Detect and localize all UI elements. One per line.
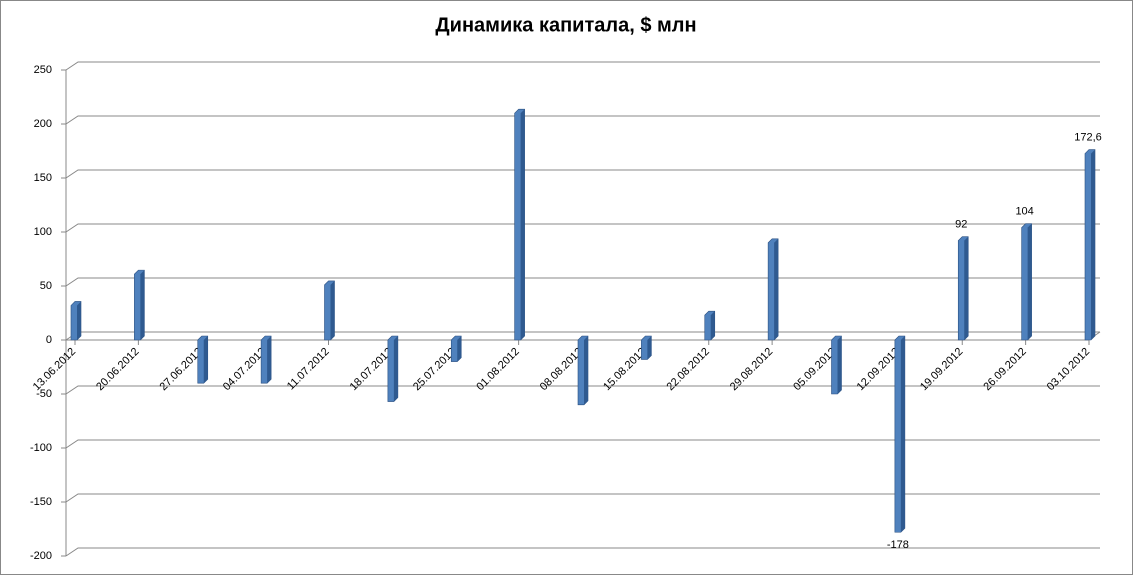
grid-line [65,61,1100,71]
bar-side [837,336,842,394]
bar-side [1027,223,1032,340]
grid-line [65,385,1100,395]
bar-side [457,336,462,362]
y-tick-label: -200 [30,550,52,562]
data-label: -178 [887,539,909,551]
data-label: 92 [955,219,967,231]
bar-side [267,336,272,384]
bar-side [710,311,715,340]
grid-line [65,223,1100,233]
y-tick-label: 150 [34,172,52,184]
bar-side [330,280,335,340]
bar-side [647,336,652,360]
y-tick-label: 100 [34,226,52,238]
y-tick-label: 50 [40,280,52,292]
y-tick-label: -50 [36,388,52,400]
bar-side [520,109,525,340]
bar-side [964,236,969,340]
y-tick-label: -150 [30,496,52,508]
y-tick-label: 250 [34,64,52,76]
grid-line [65,439,1100,449]
y-tick-label: -100 [30,442,52,454]
grid-line [65,169,1100,179]
bar-side [140,270,145,340]
bar-side [774,238,779,340]
bar-side [584,336,588,405]
bar-side [900,336,905,533]
bar-side [77,301,81,340]
bar-side [1091,149,1095,340]
chart-title: Динамика капитала, $ млн [435,14,696,36]
bar-side [203,336,208,384]
grid-line [65,547,1100,557]
data-label: 104 [1015,206,1033,218]
grid-line [65,115,1100,125]
y-tick-label: 200 [34,118,52,130]
grid-line [65,493,1100,503]
grid-line [65,277,1100,287]
y-tick-label: 0 [46,334,52,346]
data-label: 172,6 [1074,131,1102,143]
bar-side [393,336,398,402]
